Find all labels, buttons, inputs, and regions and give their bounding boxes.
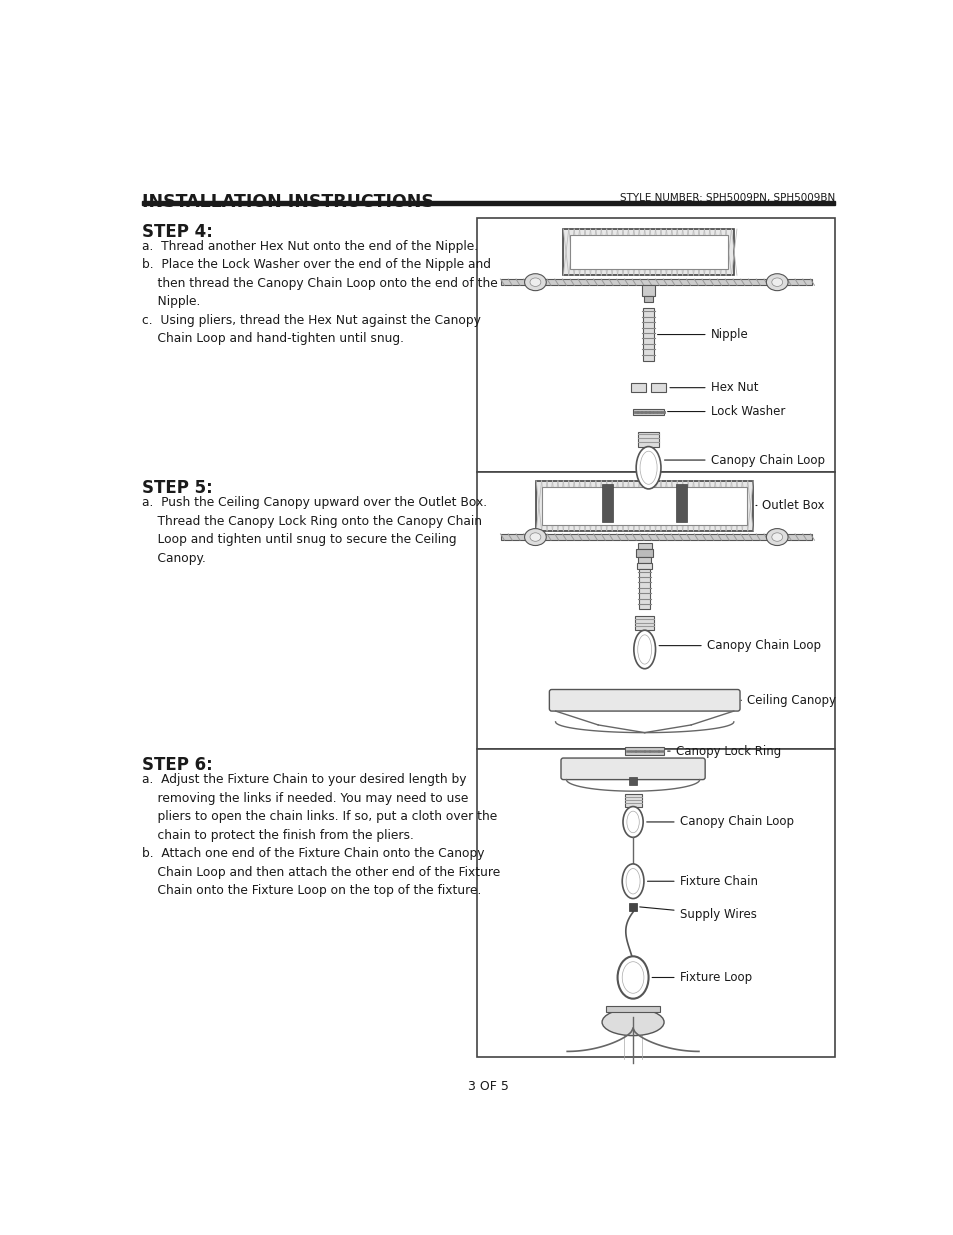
Text: 3 OF 5: 3 OF 5: [468, 1079, 509, 1093]
Ellipse shape: [622, 806, 642, 837]
Ellipse shape: [771, 278, 781, 287]
Ellipse shape: [765, 274, 787, 290]
Bar: [601, 484, 612, 521]
FancyBboxPatch shape: [549, 689, 740, 711]
Text: a.  Push the Ceiling Canopy upward over the Outlet Box.
    Thread the Canopy Lo: a. Push the Ceiling Canopy upward over t…: [142, 496, 487, 564]
Bar: [636, 550, 653, 557]
Ellipse shape: [765, 529, 787, 546]
Bar: [476, 217, 835, 472]
Ellipse shape: [639, 451, 657, 484]
Text: STEP 5:: STEP 5:: [142, 479, 213, 498]
Bar: [629, 903, 637, 910]
Ellipse shape: [530, 532, 540, 541]
Bar: [142, 200, 835, 205]
Ellipse shape: [625, 868, 639, 894]
Text: Canopy Chain Loop: Canopy Chain Loop: [646, 815, 793, 829]
Ellipse shape: [530, 278, 540, 287]
Bar: [629, 777, 637, 785]
Bar: [624, 794, 641, 806]
Bar: [676, 484, 686, 521]
FancyBboxPatch shape: [560, 758, 704, 779]
Bar: [637, 543, 651, 550]
Bar: [633, 409, 663, 415]
Bar: [569, 235, 727, 269]
Text: STEP 6:: STEP 6:: [142, 757, 213, 774]
Bar: [536, 480, 753, 531]
Bar: [476, 748, 835, 1057]
Text: Canopy Chain Loop: Canopy Chain Loop: [659, 640, 820, 652]
Bar: [605, 1007, 659, 1013]
Ellipse shape: [601, 1009, 663, 1036]
Bar: [542, 487, 746, 525]
Text: a.  Adjust the Fixture Chain to your desired length by
    removing the links if: a. Adjust the Fixture Chain to your desi…: [142, 773, 500, 898]
Ellipse shape: [626, 811, 639, 832]
Bar: [624, 747, 663, 755]
Bar: [637, 563, 652, 569]
Text: a.  Thread another Hex Nut onto the end of the Nipple.
b.  Place the Lock Washer: a. Thread another Hex Nut onto the end o…: [142, 240, 497, 346]
Text: Nipple: Nipple: [657, 329, 747, 341]
Ellipse shape: [771, 532, 781, 541]
Bar: [630, 383, 645, 393]
Text: Lock Washer: Lock Washer: [667, 405, 784, 417]
Text: Outlet Box: Outlet Box: [755, 499, 824, 513]
Text: Hex Nut: Hex Nut: [669, 382, 758, 394]
Ellipse shape: [621, 864, 643, 899]
Ellipse shape: [637, 635, 651, 664]
Ellipse shape: [621, 962, 643, 993]
Text: Fixture Loop: Fixture Loop: [652, 971, 751, 984]
Text: Canopy Lock Ring: Canopy Lock Ring: [667, 745, 781, 757]
Bar: [639, 569, 649, 609]
Bar: [643, 296, 653, 303]
Ellipse shape: [617, 956, 648, 999]
Bar: [637, 431, 659, 447]
Bar: [641, 285, 654, 296]
Ellipse shape: [524, 529, 546, 546]
Text: Ceiling Canopy: Ceiling Canopy: [740, 694, 835, 706]
Text: INSTALLATION INSTRUCTIONS: INSTALLATION INSTRUCTIONS: [142, 193, 434, 211]
Ellipse shape: [633, 630, 655, 668]
Bar: [650, 383, 666, 393]
Bar: [635, 616, 654, 630]
Bar: [562, 228, 733, 275]
Bar: [476, 472, 835, 748]
Text: Fixture Chain: Fixture Chain: [647, 874, 757, 888]
Text: STEP 4:: STEP 4:: [142, 222, 213, 241]
Bar: [500, 279, 811, 285]
Text: Supply Wires: Supply Wires: [639, 906, 756, 921]
Text: Canopy Chain Loop: Canopy Chain Loop: [664, 453, 823, 467]
Ellipse shape: [636, 447, 660, 489]
Bar: [642, 309, 654, 362]
Ellipse shape: [524, 274, 546, 290]
Text: STYLE NUMBER: SPH5009PN, SPH5009BN: STYLE NUMBER: SPH5009PN, SPH5009BN: [619, 193, 835, 203]
Bar: [500, 534, 811, 540]
Bar: [638, 557, 650, 563]
